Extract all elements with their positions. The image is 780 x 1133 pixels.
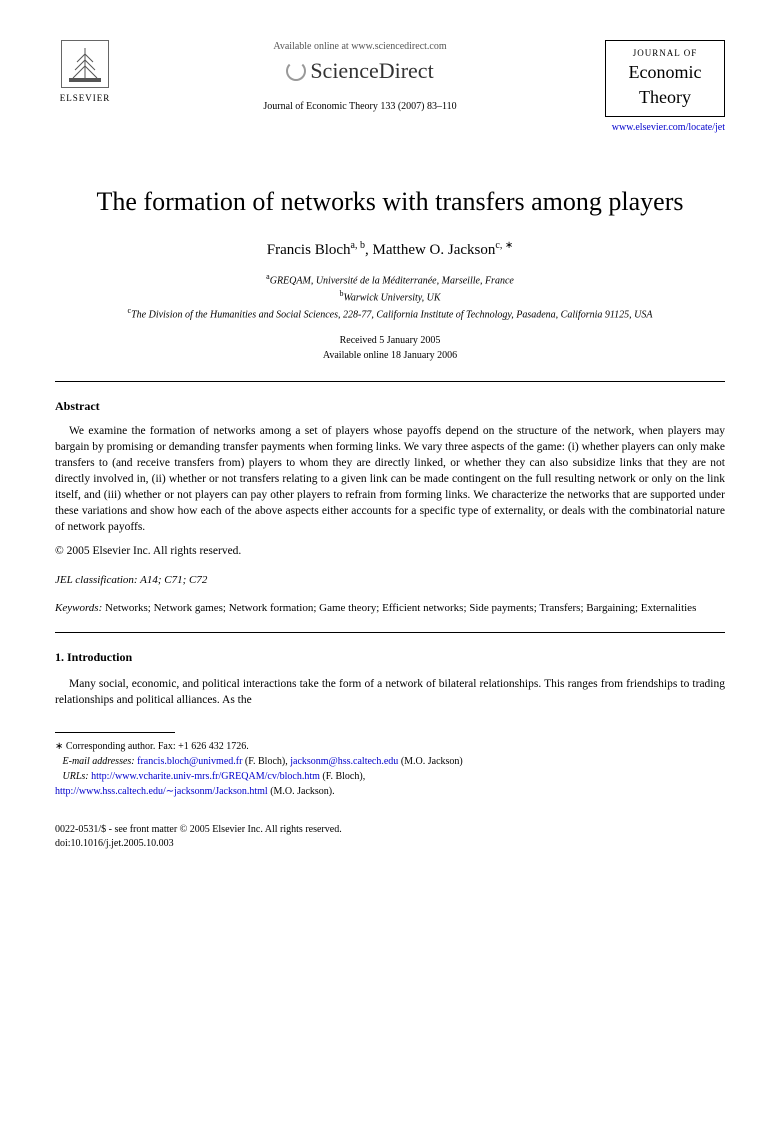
dates: Received 5 January 2005 Available online… xyxy=(55,333,725,363)
footnotes: ∗ Corresponding author. Fax: +1 626 432 … xyxy=(55,739,725,799)
author-2: Matthew O. Jackson xyxy=(372,242,495,258)
affil-c: The Division of the Humanities and Socia… xyxy=(131,310,652,321)
journal-url[interactable]: www.elsevier.com/locate/jet xyxy=(605,121,725,135)
email-label: E-mail addresses: xyxy=(63,756,135,767)
jel-classification: JEL classification: A14; C71; C72 xyxy=(55,573,725,588)
keywords-label: Keywords: xyxy=(55,602,102,614)
section-1-heading: 1. Introduction xyxy=(55,649,725,666)
author-2-sup: c, ∗ xyxy=(495,240,513,251)
center-header: Available online at www.sciencedirect.co… xyxy=(115,40,605,114)
divider-2 xyxy=(55,632,725,633)
header-row: ELSEVIER Available online at www.science… xyxy=(55,40,725,135)
journal-logo: JOURNAL OF Economic Theory xyxy=(605,40,725,117)
jel-label: JEL classification: xyxy=(55,574,138,586)
footnote-divider xyxy=(55,732,175,733)
url-1-who: (F. Bloch), xyxy=(320,771,365,782)
journal-logo-block: JOURNAL OF Economic Theory www.elsevier.… xyxy=(605,40,725,135)
elsevier-tree-icon xyxy=(61,40,109,88)
abstract-text: We examine the formation of networks amo… xyxy=(55,423,725,536)
keywords: Keywords: Networks; Network games; Netwo… xyxy=(55,601,725,616)
divider-1 xyxy=(55,381,725,382)
url-2-who: (M.O. Jackson). xyxy=(268,786,335,797)
url-1[interactable]: http://www.vcharite.univ-mrs.fr/GREQAM/c… xyxy=(89,771,320,782)
elsevier-label: ELSEVIER xyxy=(60,92,111,105)
affil-a: GREQAM, Université de la Méditerranée, M… xyxy=(270,275,514,286)
footer-line: 0022-0531/$ - see front matter © 2005 El… xyxy=(55,823,725,837)
authors-line: Francis Blocha, b, Matthew O. Jacksonc, … xyxy=(55,239,725,261)
email-1[interactable]: francis.bloch@univmed.fr xyxy=(135,756,243,767)
author-1-sup: a, b xyxy=(351,240,365,251)
swirl-icon xyxy=(286,61,306,81)
email-2[interactable]: jacksonm@hss.caltech.edu xyxy=(290,756,398,767)
abstract-copyright: © 2005 Elsevier Inc. All rights reserved… xyxy=(55,543,725,559)
jel-codes: A14; C71; C72 xyxy=(138,574,208,586)
available-online-text: Available online at www.sciencedirect.co… xyxy=(135,40,585,54)
email-1-who: (F. Bloch), xyxy=(242,756,290,767)
section-1-text: Many social, economic, and political int… xyxy=(55,676,725,708)
elsevier-logo: ELSEVIER xyxy=(55,40,115,110)
urls-label: URLs: xyxy=(63,771,89,782)
author-1: Francis Bloch xyxy=(267,242,351,258)
abstract-heading: Abstract xyxy=(55,398,725,415)
doi: doi:10.1016/j.jet.2005.10.003 xyxy=(55,837,725,851)
email-2-who: (M.O. Jackson) xyxy=(398,756,462,767)
journal-of-label: JOURNAL OF xyxy=(610,47,720,60)
urls-line-2: http://www.hss.caltech.edu/∼jacksonm/Jac… xyxy=(55,784,725,799)
journal-economic-label: Economic xyxy=(610,60,720,85)
sciencedirect-logo: ScienceDirect xyxy=(135,56,585,90)
journal-theory-label: Theory xyxy=(610,85,720,110)
tree-icon xyxy=(65,44,105,84)
paper-title: The formation of networks with transfers… xyxy=(55,185,725,219)
urls-line: URLs: http://www.vcharite.univ-mrs.fr/GR… xyxy=(55,769,725,784)
keywords-text: Networks; Network games; Network formati… xyxy=(102,602,696,614)
url-2[interactable]: http://www.hss.caltech.edu/∼jacksonm/Jac… xyxy=(55,786,268,797)
corresponding-author: ∗ Corresponding author. Fax: +1 626 432 … xyxy=(55,739,725,754)
date-online: Available online 18 January 2006 xyxy=(323,350,457,361)
journal-citation: Journal of Economic Theory 133 (2007) 83… xyxy=(135,100,585,114)
date-received: Received 5 January 2005 xyxy=(340,335,441,346)
sciencedirect-text: ScienceDirect xyxy=(310,56,433,87)
email-line: E-mail addresses: francis.bloch@univmed.… xyxy=(55,754,725,769)
affiliations: aGREQAM, Université de la Méditerranée, … xyxy=(55,271,725,323)
affil-b: Warwick University, UK xyxy=(343,292,440,303)
